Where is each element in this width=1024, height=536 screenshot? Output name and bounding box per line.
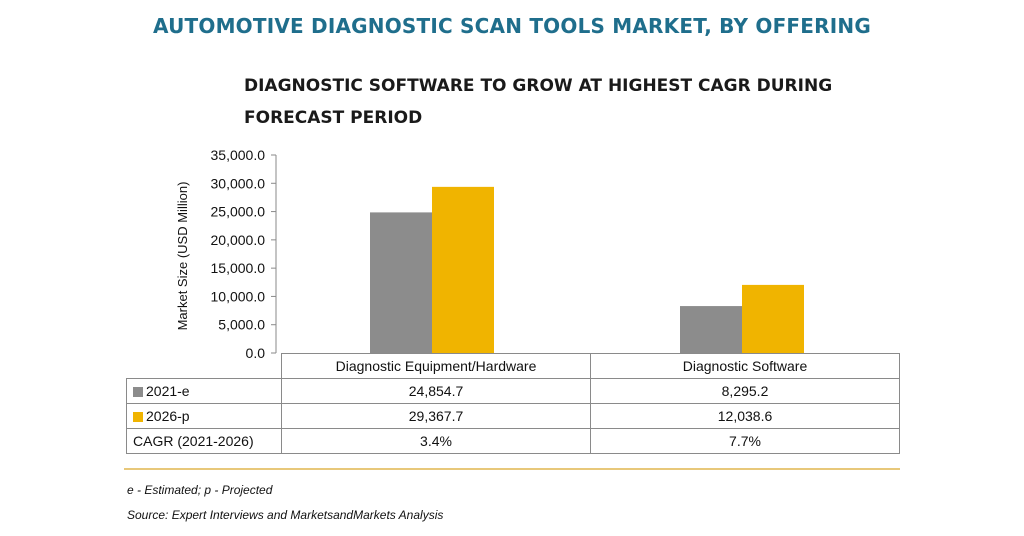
chart-subtitle: DIAGNOSTIC SOFTWARE TO GROW AT HIGHEST C… [244,76,833,128]
y-tick-label: 5,000.0 [218,317,265,333]
bar-2026-p-hardware [432,186,494,353]
bars-group [370,186,804,353]
series-label-2026: 2026-p [126,403,282,429]
table-header-row: Diagnostic Equipment/Hardware Diagnostic… [126,353,900,379]
legend-text-2026: 2026-p [146,408,190,424]
table-row-2021: 2021-e 24,854.7 8,295.2 [126,378,900,404]
table-row-2026: 2026-p 29,367.7 12,038.6 [126,403,900,429]
bar-2026-p-software [742,284,804,353]
table-corner [126,353,282,379]
y-tick-label: 35,000.0 [211,147,266,163]
category-label-software: Diagnostic Software [590,353,900,379]
chart-title: AUTOMOTIVE DIAGNOSTIC SCAN TOOLS MARKET,… [153,14,871,38]
bar-chart: 35,000.0 30,000.0 25,000.0 20,000.0 15,000.0… [175,147,804,361]
cagr-label: CAGR (2021-2026) [126,428,282,454]
cagr-hardware: 3.4% [281,428,591,454]
y-tick-label: 15,000.0 [211,260,266,276]
value-2026-hardware: 29,367.7 [281,403,591,429]
value-2021-software: 8,295.2 [590,378,900,404]
legend-swatch-2021 [133,387,143,397]
estimate-note: e - Estimated; p - Projected [127,483,273,497]
category-label-hardware: Diagnostic Equipment/Hardware [281,353,591,379]
y-tick-label: 30,000.0 [211,175,266,191]
bar-2021-e-hardware [370,212,432,353]
y-axis-ticks: 35,000.0 30,000.0 25,000.0 20,000.0 15,000.0… [211,147,276,361]
footer-divider [124,468,900,470]
series-label-2021: 2021-e [126,378,282,404]
legend-text-2021: 2021-e [146,383,190,399]
y-axis-label: Market Size (USD Million) [175,182,190,331]
source-note: Source: Expert Interviews and Marketsand… [127,508,444,522]
y-tick-label: 10,000.0 [211,288,266,304]
y-tick-label: 25,000.0 [211,204,266,220]
cagr-software: 7.7% [590,428,900,454]
bar-2021-e-software [680,306,742,353]
legend-swatch-2026 [133,412,143,422]
value-2021-hardware: 24,854.7 [281,378,591,404]
y-tick-label: 20,000.0 [211,232,266,248]
value-2026-software: 12,038.6 [590,403,900,429]
data-table: Diagnostic Equipment/Hardware Diagnostic… [126,353,900,454]
table-row-cagr: CAGR (2021-2026) 3.4% 7.7% [126,428,900,454]
